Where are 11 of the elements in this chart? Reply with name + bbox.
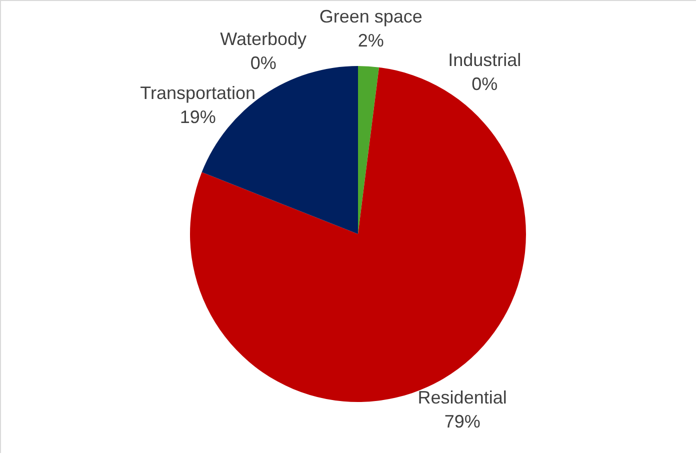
category-label: Waterbody <box>220 29 307 50</box>
data-label: 19% <box>180 107 216 128</box>
slice-label: Green space <box>319 6 422 26</box>
pie-slice <box>358 66 380 234</box>
slice-label: Transportation <box>140 83 256 104</box>
text: 0% <box>250 53 276 74</box>
slice-label: Residential <box>418 387 507 408</box>
category-label: Industrial <box>448 50 522 70</box>
data-label: 2% <box>358 30 384 50</box>
text: 0% <box>472 74 498 94</box>
data-label: 79% <box>444 411 480 432</box>
